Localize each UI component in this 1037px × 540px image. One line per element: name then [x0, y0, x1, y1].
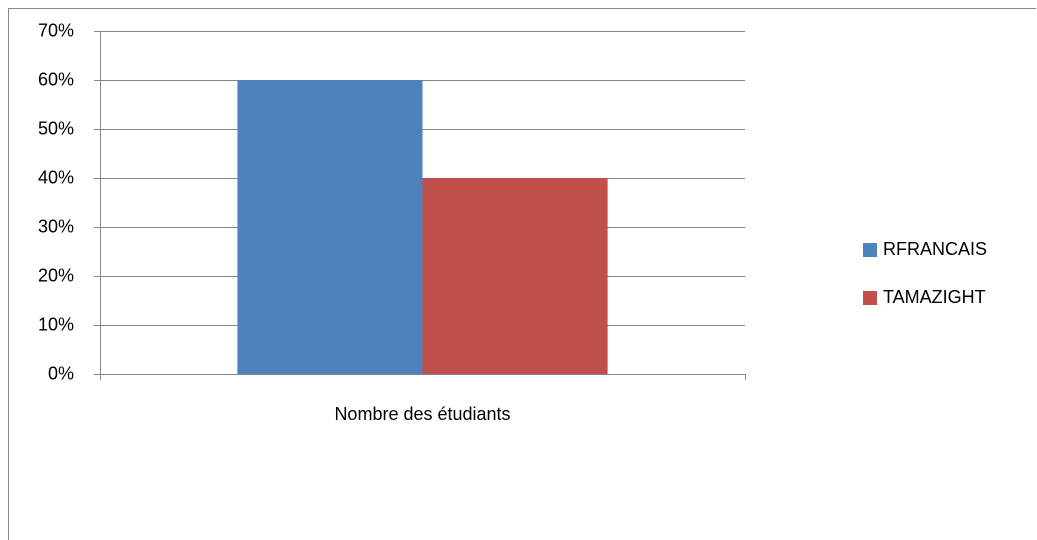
- legend-label: RFRANCAIS: [883, 239, 987, 259]
- legend-swatch: [863, 291, 877, 305]
- x-tick-label: Nombre des étudiants: [334, 404, 510, 424]
- y-tick-label: 60%: [38, 69, 74, 89]
- y-tick-label: 50%: [38, 118, 74, 138]
- y-tick-label: 10%: [38, 314, 74, 334]
- chart-frame: [8, 8, 1036, 540]
- bar: [237, 80, 423, 374]
- y-tick-label: 70%: [38, 20, 74, 40]
- bar: [422, 178, 608, 374]
- y-tick-label: 40%: [38, 167, 74, 187]
- legend-swatch: [863, 243, 877, 257]
- legend-label: TAMAZIGHT: [883, 287, 986, 307]
- y-tick-label: 30%: [38, 216, 74, 236]
- y-tick-label: 0%: [48, 363, 74, 383]
- y-tick-label: 20%: [38, 265, 74, 285]
